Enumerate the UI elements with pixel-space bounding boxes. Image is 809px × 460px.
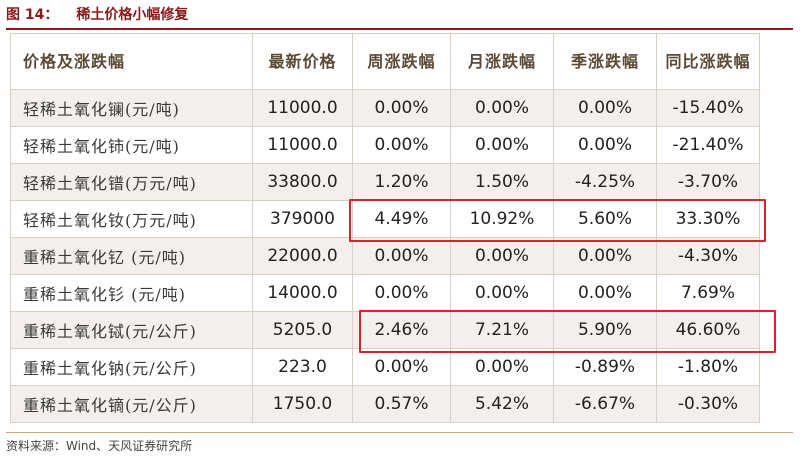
value-cell: 7.21% (450, 311, 554, 349)
value-cell: 4.49% (352, 200, 451, 238)
value-cell: 14000.0 (252, 274, 353, 312)
figure-label: 图 14： (6, 7, 59, 23)
row-label-cell: 重稀土氧化钠(元/公斤) (10, 348, 253, 386)
value-cell: 11000.0 (252, 126, 353, 164)
value-cell: 0.00% (553, 89, 657, 127)
value-cell: 11000.0 (252, 89, 353, 127)
value-cell: 0.57% (352, 385, 451, 423)
row-label-cell: 轻稀土氧化镧(元/吨) (10, 89, 253, 127)
row-label-cell: 轻稀土氧化铈(元/吨) (10, 126, 253, 164)
value-cell: 33800.0 (252, 163, 353, 201)
value-cell: -0.89% (553, 348, 657, 386)
value-cell: 0.00% (352, 89, 451, 127)
value-cell: 223.0 (252, 348, 353, 386)
table-row: 重稀土氧化镝(元/公斤) 1750.0 0.57% 5.42% -6.67% -0.30% (10, 385, 760, 423)
value-cell: 0.00% (450, 126, 554, 164)
source-note: 资料来源：Wind、天风证券研究所 (6, 439, 193, 453)
header-cell: 周涨跌幅 (352, 33, 451, 90)
price-table: 价格及涨跌幅 最新价格 周涨跌幅 月涨跌幅 季涨跌幅 同比涨跌幅 轻稀土氧化镧(… (10, 33, 760, 423)
value-cell: 1.20% (352, 163, 451, 201)
value-cell: 0.00% (352, 348, 451, 386)
value-cell: -21.40% (656, 126, 760, 164)
value-cell: -1.80% (656, 348, 760, 386)
table-row: 轻稀土氧化镨(万元/吨) 33800.0 1.20% 1.50% -4.25% -3.70… (10, 163, 760, 201)
row-label-cell: 重稀土氧化镝(元/公斤) (10, 385, 253, 423)
value-cell: 0.00% (450, 237, 554, 275)
value-cell: 0.00% (352, 237, 451, 275)
header-cell: 季涨跌幅 (553, 33, 657, 90)
table-row: 重稀土氧化钇 (元/吨) 22000.0 0.00% 0.00% 0.00% -4.30% (10, 237, 760, 275)
header-cell: 月涨跌幅 (450, 33, 554, 90)
value-cell: 7.69% (656, 274, 760, 312)
title-divider (6, 28, 793, 30)
table-row: 轻稀土氧化钕(万元/吨) 379000 4.49% 10.92% 5.60% 33.30% (10, 200, 760, 238)
value-cell: -3.70% (656, 163, 760, 201)
value-cell: 0.00% (450, 89, 554, 127)
row-label-cell: 轻稀土氧化钕(万元/吨) (10, 200, 253, 238)
header-cell: 同比涨跌幅 (656, 33, 760, 90)
bottom-divider (6, 432, 793, 433)
header-cell: 最新价格 (252, 33, 353, 90)
value-cell: 5205.0 (252, 311, 353, 349)
value-cell: 1750.0 (252, 385, 353, 423)
figure-title: 图 14： 稀土价格小幅修复 (6, 4, 188, 24)
table-row: 重稀土氧化铽(元/公斤) 5205.0 2.46% 7.21% 5.90% 46.60% (10, 311, 760, 349)
value-cell: 10.92% (450, 200, 554, 238)
value-cell: 0.00% (450, 274, 554, 312)
table-row: 重稀土氧化钐 (元/吨) 14000.0 0.00% 0.00% 0.00% 7.69% (10, 274, 760, 312)
value-cell: 5.90% (553, 311, 657, 349)
table-row: 重稀土氧化钠(元/公斤) 223.0 0.00% 0.00% -0.89% -1.80% (10, 348, 760, 386)
value-cell: -4.25% (553, 163, 657, 201)
value-cell: 379000 (252, 200, 353, 238)
value-cell: 1.50% (450, 163, 554, 201)
value-cell: 0.00% (553, 126, 657, 164)
value-cell: 33.30% (656, 200, 760, 238)
value-cell: 0.00% (352, 274, 451, 312)
row-label-cell: 重稀土氧化钐 (元/吨) (10, 274, 253, 312)
figure-caption: 稀土价格小幅修复 (76, 7, 189, 23)
table-row: 轻稀土氧化铈(元/吨) 11000.0 0.00% 0.00% 0.00% -21.40% (10, 126, 760, 164)
value-cell: 5.60% (553, 200, 657, 238)
value-cell: 0.00% (352, 126, 451, 164)
value-cell: -4.30% (656, 237, 760, 275)
value-cell: 22000.0 (252, 237, 353, 275)
value-cell: -6.67% (553, 385, 657, 423)
header-cell: 价格及涨跌幅 (10, 33, 253, 90)
value-cell: 5.42% (450, 385, 554, 423)
value-cell: 0.00% (450, 348, 554, 386)
value-cell: -15.40% (656, 89, 760, 127)
row-label-cell: 重稀土氧化钇 (元/吨) (10, 237, 253, 275)
value-cell: 46.60% (656, 311, 760, 349)
row-label-cell: 轻稀土氧化镨(万元/吨) (10, 163, 253, 201)
value-cell: 0.00% (553, 237, 657, 275)
table-row: 轻稀土氧化镧(元/吨) 11000.0 0.00% 0.00% 0.00% -15.40% (10, 89, 760, 127)
row-label-cell: 重稀土氧化铽(元/公斤) (10, 311, 253, 349)
header-row: 价格及涨跌幅 最新价格 周涨跌幅 月涨跌幅 季涨跌幅 同比涨跌幅 (10, 33, 760, 90)
value-cell: 0.00% (553, 274, 657, 312)
value-cell: -0.30% (656, 385, 760, 423)
value-cell: 2.46% (352, 311, 451, 349)
